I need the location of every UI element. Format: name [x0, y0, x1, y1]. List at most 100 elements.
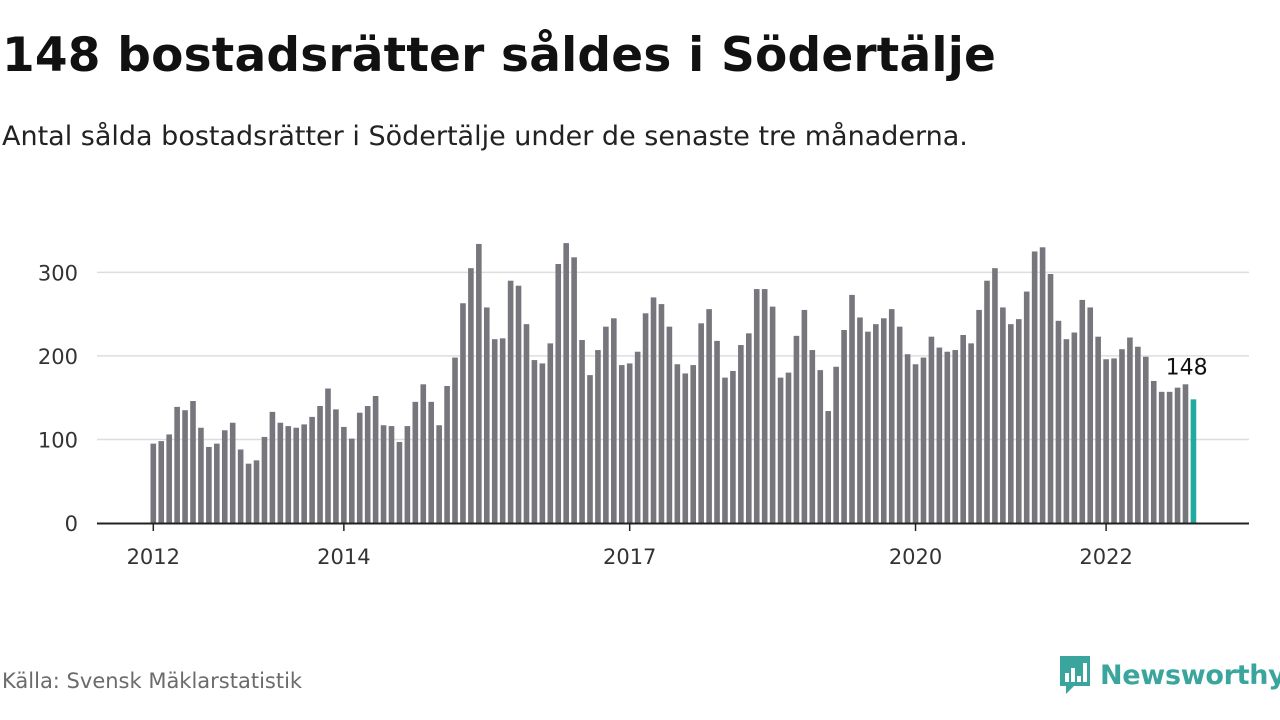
y-tick-label: 100 [38, 428, 78, 452]
bar [1000, 307, 1006, 523]
bar [1039, 247, 1046, 523]
bar [206, 446, 212, 523]
y-tick-label: 200 [38, 345, 78, 369]
bar [507, 280, 514, 523]
bar [547, 343, 554, 523]
bar [555, 263, 562, 523]
bar [404, 426, 411, 523]
bar [968, 343, 974, 523]
x-tick-label: 2022 [1079, 545, 1132, 569]
bar [531, 360, 538, 523]
x-tick-label: 2012 [127, 545, 180, 569]
chart-subtitle: Antal sålda bostadsrätter i Södertälje u… [2, 121, 968, 152]
bar [317, 406, 323, 523]
bar [325, 388, 331, 523]
bar [380, 425, 387, 523]
bar [1031, 251, 1038, 523]
bar [912, 364, 919, 523]
bar [182, 410, 188, 523]
x-tick-label: 2014 [317, 545, 370, 569]
bar [690, 365, 697, 523]
bar [579, 340, 585, 523]
bar [277, 422, 284, 523]
bar [293, 427, 300, 523]
bar [245, 463, 252, 523]
bar [1008, 324, 1014, 523]
bar [650, 297, 657, 523]
bar [658, 304, 665, 523]
bar [1150, 380, 1157, 523]
bar [468, 268, 474, 523]
brand-logo: Newsworthy [1058, 654, 1280, 696]
bar [714, 340, 720, 523]
bar [666, 326, 673, 523]
bar [984, 280, 990, 523]
bar [499, 338, 506, 523]
bar [1166, 391, 1173, 523]
bar [698, 323, 704, 523]
bar [388, 426, 395, 523]
bar [364, 406, 371, 523]
bar [849, 294, 855, 523]
bar [777, 377, 784, 523]
bar [221, 430, 228, 523]
bar [722, 377, 728, 523]
bar [150, 443, 157, 523]
bar [1079, 299, 1086, 523]
bar [833, 366, 839, 523]
bar [730, 370, 736, 523]
bar [452, 357, 458, 523]
bar [825, 411, 831, 523]
bar [309, 416, 315, 523]
bar [746, 333, 752, 523]
bar [634, 351, 641, 523]
bar [857, 317, 863, 523]
bar-highlight [1190, 399, 1197, 523]
x-tick-label: 2017 [603, 545, 656, 569]
bar [460, 303, 466, 523]
bar [873, 324, 879, 523]
bar [865, 331, 871, 523]
bar [563, 243, 569, 524]
bar [412, 401, 419, 523]
y-tick-label: 0 [65, 512, 78, 536]
bar [595, 350, 601, 523]
bar [253, 460, 260, 523]
bar [674, 364, 681, 523]
bar [976, 309, 982, 523]
bar [928, 336, 935, 523]
bar [753, 289, 760, 523]
bar [1174, 387, 1181, 523]
bar [571, 257, 577, 523]
bar [190, 401, 196, 523]
bar [817, 370, 824, 523]
bar [214, 443, 220, 523]
bar [261, 436, 268, 523]
bar [944, 351, 951, 523]
bar [444, 385, 450, 523]
bar [587, 375, 593, 523]
bar [642, 313, 649, 523]
bar-chart-chat-icon [1060, 656, 1090, 694]
bar [491, 339, 498, 523]
bar [603, 326, 609, 523]
bar [1055, 320, 1062, 523]
brand-name: Newsworthy [1100, 659, 1280, 691]
bar [1182, 384, 1189, 523]
bar [229, 422, 236, 523]
bar [237, 449, 244, 523]
bar [420, 384, 427, 523]
bar [1095, 336, 1101, 523]
bar [920, 357, 927, 523]
chart-title: 148 bostadsrätter såldes i Södertälje [2, 28, 997, 83]
bar [333, 409, 339, 523]
bar [515, 285, 522, 523]
bar [341, 426, 347, 523]
bar [1119, 349, 1125, 523]
bar [738, 345, 744, 523]
bar [1111, 358, 1117, 523]
bar [436, 425, 442, 523]
bar [1063, 339, 1070, 523]
bar [809, 350, 816, 523]
bar [793, 335, 800, 523]
